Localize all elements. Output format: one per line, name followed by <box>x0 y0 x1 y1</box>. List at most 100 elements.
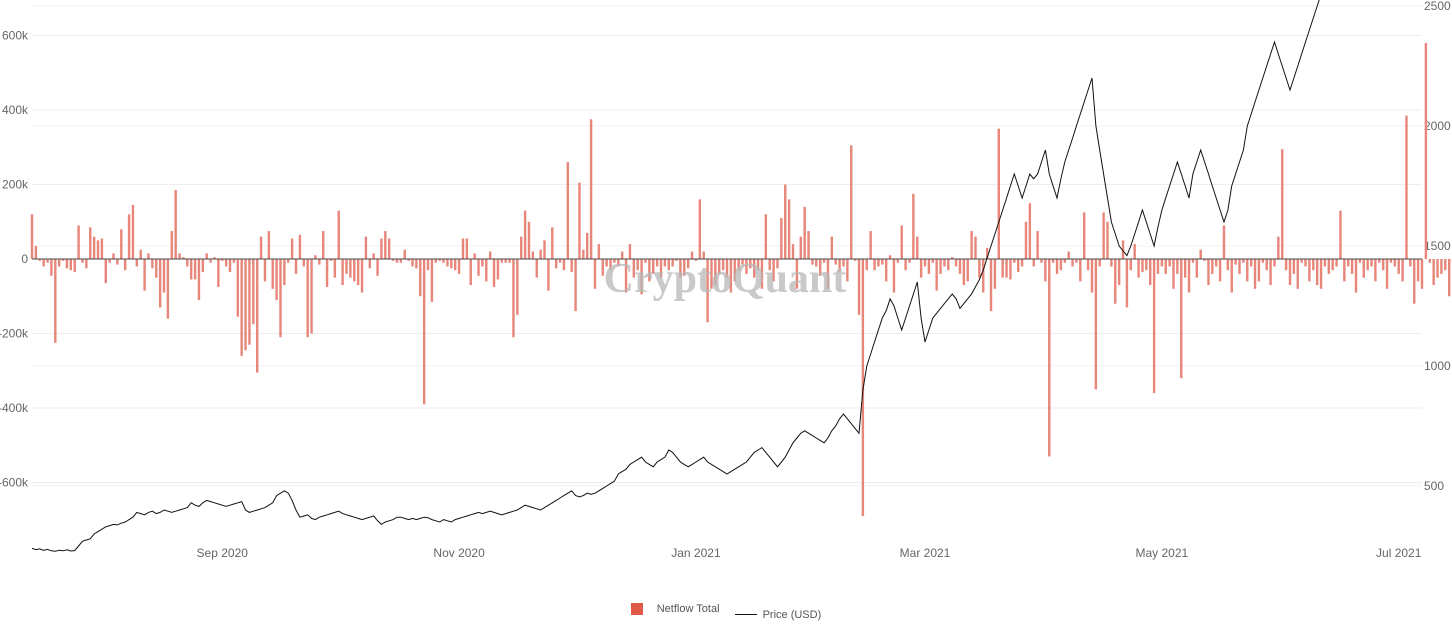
netflow-bar <box>888 255 892 259</box>
netflow-bar <box>523 210 527 259</box>
netflow-bar <box>1016 259 1020 273</box>
netflow-bar <box>1428 259 1431 263</box>
netflow-bar <box>166 259 170 319</box>
netflow-bar <box>989 259 993 312</box>
netflow-bar <box>1063 259 1066 263</box>
netflow-bar <box>539 249 542 259</box>
netflow-bar <box>135 259 139 267</box>
netflow-bar <box>259 236 263 259</box>
netflow-bar <box>108 259 111 263</box>
netflow-bar <box>807 231 810 259</box>
x-tick-label: Jul 2021 <box>1376 546 1422 560</box>
netflow-bar <box>353 259 356 282</box>
netflow-bar <box>822 259 826 263</box>
netflow-bar <box>1304 259 1307 267</box>
netflow-bar <box>186 259 189 267</box>
netflow-bar <box>461 238 465 259</box>
netflow-bar <box>325 259 329 287</box>
left-tick-label: -400k <box>0 401 29 415</box>
netflow-bar <box>1044 259 1047 282</box>
netflow-bar <box>1230 259 1233 293</box>
netflow-bar <box>749 259 752 269</box>
netflow-bar <box>1040 259 1043 263</box>
netflow-bar <box>345 259 348 274</box>
netflow-bar <box>1358 259 1362 263</box>
netflow-bar <box>873 259 876 271</box>
netflow-bar <box>131 204 135 259</box>
netflow-bar <box>1137 259 1140 278</box>
netflow-bar <box>1257 259 1261 282</box>
netflow-bar <box>919 259 923 278</box>
netflow-bar <box>236 259 239 317</box>
netflow-bar <box>834 259 837 265</box>
left-tick-label: 600k <box>2 29 29 43</box>
right-tick-label: 2500 <box>1424 0 1451 13</box>
netflow-bar <box>733 259 736 282</box>
legend-item-netflow[interactable]: Netflow Total <box>630 603 720 615</box>
netflow-bar <box>993 259 997 289</box>
netflow-bar <box>554 259 558 269</box>
netflow-bar <box>1308 259 1311 282</box>
netflow-bar <box>372 253 375 259</box>
x-tick-label: Jan 2021 <box>671 546 721 560</box>
netflow-bar <box>34 245 38 259</box>
netflow-bar <box>1405 115 1408 260</box>
netflow-bar <box>310 259 313 334</box>
netflow-bar <box>1005 259 1008 278</box>
netflow-swatch-icon <box>630 603 643 615</box>
netflow-bar <box>877 259 880 267</box>
netflow-bar <box>803 206 806 259</box>
netflow-bar <box>333 259 337 278</box>
netflow-bar <box>958 259 962 274</box>
netflow-bar <box>492 259 496 287</box>
legend-item-price[interactable]: Price (USD) <box>734 609 821 621</box>
netflow-bar <box>1032 259 1035 267</box>
netflow-bar <box>356 259 360 286</box>
netflow-bar <box>636 259 639 271</box>
legend-netflow-label: Netflow Total <box>656 603 720 615</box>
netflow-bar <box>1447 259 1451 297</box>
netflow-bar <box>1409 259 1412 267</box>
netflow-bar <box>473 253 476 259</box>
netflow-bar <box>628 244 632 259</box>
netflow-bar <box>1284 259 1288 271</box>
netflow-bar <box>954 259 958 267</box>
netflow-bar <box>477 259 480 276</box>
netflow-bar <box>1102 212 1105 259</box>
netflow-bar <box>450 259 453 269</box>
netflow-bar <box>745 259 748 274</box>
netflow-bar <box>1160 259 1164 267</box>
netflow-bar <box>419 259 422 297</box>
netflow-bar <box>1249 259 1253 267</box>
netflow-bar <box>1420 259 1424 289</box>
netflow-bar <box>1164 259 1167 274</box>
netflow-bar <box>143 259 146 291</box>
price-swatch-icon <box>734 614 757 615</box>
netflow-bar <box>1381 259 1385 271</box>
netflow-bar <box>189 259 193 280</box>
netflow-bar <box>384 231 387 259</box>
netflow-bar <box>1292 259 1296 274</box>
netflow-bar <box>850 145 853 259</box>
netflow-bar <box>1059 259 1063 271</box>
netflow-bar <box>714 259 717 286</box>
netflow-bar <box>50 259 53 276</box>
netflow-bar <box>648 259 651 282</box>
netflow-bar <box>698 199 702 259</box>
netflow-bar <box>527 221 531 259</box>
netflow-bar <box>865 259 868 271</box>
netflow-bar <box>457 259 461 274</box>
netflow-bar <box>1187 259 1191 293</box>
netflow-bar <box>341 259 344 286</box>
netflow-bar <box>42 259 45 267</box>
netflow-bar <box>640 259 643 295</box>
netflow-bar <box>81 259 84 263</box>
netflow-bar <box>787 199 791 259</box>
netflow-bar <box>923 259 927 267</box>
netflow-bar <box>570 259 573 273</box>
netflow-bar <box>426 259 430 271</box>
netflow-bar <box>950 257 954 259</box>
netflow-bar <box>780 218 783 259</box>
netflow-bar <box>1024 221 1028 259</box>
